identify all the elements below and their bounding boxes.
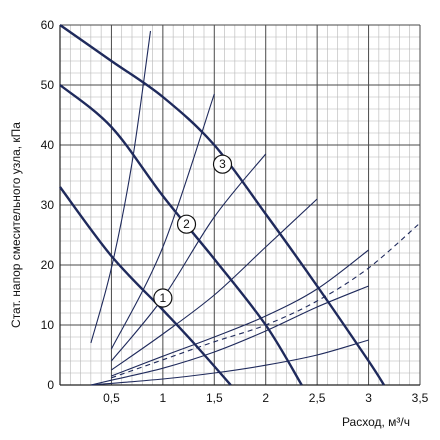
y-tick-label: 60 — [41, 18, 55, 32]
pump-curve-label-circle — [176, 214, 197, 234]
pump-curve-3 — [59, 24, 386, 386]
chart-curves — [59, 24, 421, 386]
system-curve-2 — [110, 93, 215, 350]
pump-curve-label-circle — [153, 288, 173, 308]
system-curve-5 — [111, 249, 369, 377]
y-tick-label: 30 — [41, 198, 55, 212]
y-tick-label: 50 — [41, 78, 55, 92]
y-tick-label: 0 — [47, 378, 54, 392]
x-tick-label: 3,5 — [412, 391, 429, 405]
system-curve-3 — [110, 153, 267, 362]
pump-curve-label-circle — [212, 154, 233, 174]
x-axis-label: Расход, м³/ч — [342, 415, 410, 429]
x-tick-label: 2 — [262, 391, 269, 405]
pump-curve-label: 2 — [183, 217, 190, 231]
x-tick-label: 3 — [365, 391, 372, 405]
pump-curve-label: 1 — [160, 291, 167, 305]
x-tick-label: 0,5 — [103, 391, 120, 405]
y-axis-label: Стат. напор смесительного узла, кПа — [9, 122, 23, 328]
y-tick-label: 10 — [41, 318, 55, 332]
pump-curve-1 — [59, 186, 232, 386]
pump-curve-label: 3 — [219, 157, 226, 171]
system-curve-4 — [111, 198, 318, 371]
chart-grid — [59, 24, 421, 386]
system-curve-8 — [90, 339, 369, 386]
y-tick-label: 20 — [41, 258, 55, 272]
chart-tick-labels: 0,5 1 1,5 2 2,5 3 3,5 0 10 20 30 40 50 60 — [41, 18, 429, 405]
chart-curve-labels: 1 2 3 — [153, 154, 233, 308]
x-tick-label: 2,5 — [309, 391, 326, 405]
x-tick-label: 1 — [160, 391, 167, 405]
y-tick-label: 40 — [41, 138, 55, 152]
system-curve-6 — [90, 285, 369, 386]
x-tick-label: 1,5 — [206, 391, 223, 405]
